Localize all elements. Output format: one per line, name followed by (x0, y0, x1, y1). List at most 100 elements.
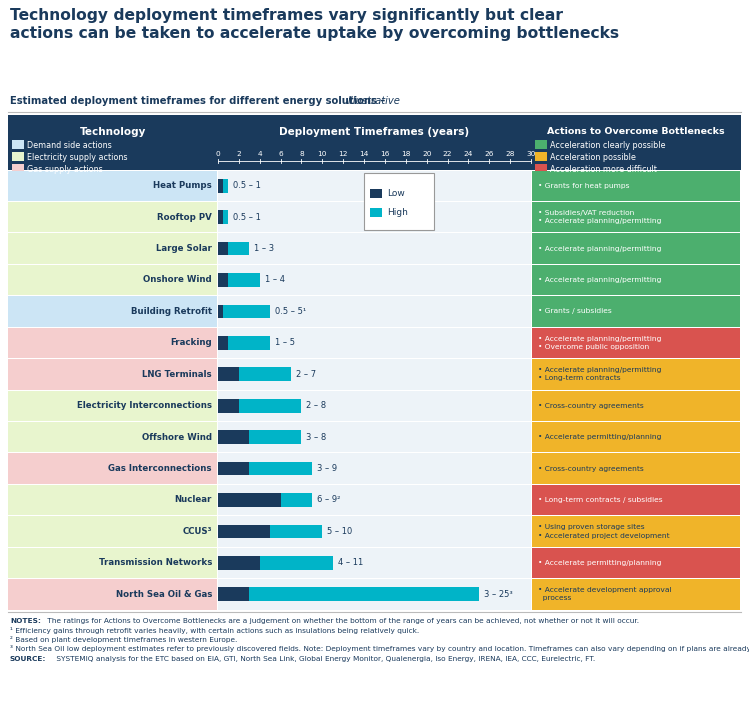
Text: Fracking: Fracking (170, 338, 212, 347)
Bar (218, 548, 531, 578)
Text: 6 – 9²: 6 – 9² (317, 495, 340, 505)
Text: Onshore Wind: Onshore Wind (143, 276, 212, 284)
Text: 0.5 – 5¹: 0.5 – 5¹ (275, 307, 306, 316)
Text: High: High (387, 208, 408, 217)
Bar (8, 202, 217, 233)
Bar (12, 140, 24, 149)
Bar (370, 208, 382, 217)
Bar (239, 367, 291, 381)
Text: 10: 10 (318, 151, 327, 157)
Text: 12: 12 (339, 151, 348, 157)
Text: Building Retrofit: Building Retrofit (131, 307, 212, 316)
Bar (218, 431, 249, 444)
Text: Actions to Overcome Bottlenecks: Actions to Overcome Bottlenecks (548, 127, 725, 136)
Text: 22: 22 (443, 151, 452, 157)
Bar (12, 164, 24, 173)
Text: 20: 20 (422, 151, 431, 157)
Bar (8, 115, 741, 170)
Text: 14: 14 (360, 151, 369, 157)
Text: • Accelerate planning/permitting
• Long-term contracts: • Accelerate planning/permitting • Long-… (538, 367, 661, 382)
Text: ¹ Efficiency gains through retrofit varies heavily, with certain actions such as: ¹ Efficiency gains through retrofit vari… (10, 627, 419, 634)
Text: Acceleration clearly possible: Acceleration clearly possible (550, 140, 666, 150)
Bar (8, 359, 217, 390)
Bar (532, 485, 740, 516)
Text: SYSTEMIQ analysis for the ETC based on EIA, GTI, North Sea Link, Global Energy M: SYSTEMIQ analysis for the ETC based on E… (54, 656, 595, 662)
Bar (532, 390, 740, 421)
Bar (8, 328, 217, 358)
Bar (218, 305, 223, 318)
Text: • Long-term contracts / subsidies: • Long-term contracts / subsidies (538, 497, 663, 503)
Bar (228, 242, 249, 256)
Text: North Sea Oil & Gas: North Sea Oil & Gas (115, 590, 212, 599)
Bar (532, 359, 740, 390)
Text: 16: 16 (380, 151, 389, 157)
Text: 1 – 3: 1 – 3 (255, 244, 274, 253)
Text: 24: 24 (464, 151, 473, 157)
Text: • Grants / subsidies: • Grants / subsidies (538, 308, 612, 315)
Bar (270, 524, 322, 539)
Bar (218, 485, 531, 516)
Bar (218, 171, 531, 201)
Text: 6: 6 (279, 151, 283, 157)
Bar (239, 399, 301, 413)
Bar (218, 359, 531, 390)
Text: Low: Low (387, 189, 404, 198)
Bar (532, 454, 740, 484)
Bar (218, 579, 531, 610)
Bar (218, 233, 531, 264)
Text: 0: 0 (216, 151, 220, 157)
Bar (8, 296, 217, 327)
Bar (218, 210, 223, 224)
Text: • Cross-country agreements: • Cross-country agreements (538, 402, 643, 409)
Text: • Accelerate permitting/planning: • Accelerate permitting/planning (538, 560, 661, 566)
Text: Large Solar: Large Solar (156, 244, 212, 253)
Bar (532, 516, 740, 546)
Text: 2: 2 (237, 151, 241, 157)
Bar (249, 462, 312, 475)
Text: SOURCE:: SOURCE: (10, 656, 46, 662)
Text: Estimated deployment timeframes for different energy solutions –: Estimated deployment timeframes for diff… (10, 96, 389, 106)
Bar (281, 493, 312, 507)
Text: • Accelerate permitting/planning: • Accelerate permitting/planning (538, 434, 661, 440)
Bar (223, 305, 270, 318)
Text: Offshore Wind: Offshore Wind (142, 433, 212, 441)
Text: 3 – 9: 3 – 9 (317, 464, 337, 473)
Bar (532, 579, 740, 610)
Bar (532, 548, 740, 578)
Text: 2 – 7: 2 – 7 (296, 370, 316, 379)
Text: 1 – 5: 1 – 5 (275, 338, 295, 347)
Bar (532, 328, 740, 358)
Text: 3 – 25³: 3 – 25³ (484, 590, 512, 599)
Bar (8, 233, 217, 264)
Text: NOTES:: NOTES: (10, 618, 41, 624)
Text: • Accelerate planning/permitting: • Accelerate planning/permitting (538, 277, 661, 283)
Bar (218, 179, 223, 193)
Bar (370, 189, 382, 198)
Bar (532, 233, 740, 264)
Bar (218, 202, 531, 233)
Text: Illustrative: Illustrative (348, 96, 401, 106)
Text: Nuclear: Nuclear (175, 495, 212, 505)
Bar (8, 265, 217, 295)
Text: The ratings for Actions to Overcome Bottlenecks are a judgement on whether the b: The ratings for Actions to Overcome Bott… (45, 618, 639, 624)
Bar (218, 422, 531, 452)
Text: • Accelerate planning/permitting: • Accelerate planning/permitting (538, 246, 661, 251)
Bar (218, 336, 228, 350)
Bar (218, 524, 270, 539)
Text: 18: 18 (401, 151, 410, 157)
Bar (535, 164, 547, 173)
Text: • Using proven storage sites
• Accelerated project development: • Using proven storage sites • Accelerat… (538, 524, 670, 539)
Text: • Grants for heat pumps: • Grants for heat pumps (538, 183, 629, 189)
Text: Electricity supply actions: Electricity supply actions (27, 153, 127, 161)
Bar (8, 579, 217, 610)
Text: LNG Terminals: LNG Terminals (142, 370, 212, 379)
Bar (228, 273, 260, 287)
Bar (535, 140, 547, 149)
Bar (218, 462, 249, 475)
Text: Heat Pumps: Heat Pumps (154, 181, 212, 190)
Bar (532, 296, 740, 327)
Bar (218, 516, 531, 546)
Text: 4: 4 (258, 151, 262, 157)
Text: Technology deployment timeframes vary significantly but clear
actions can be tak: Technology deployment timeframes vary si… (10, 8, 619, 41)
Text: 4 – 11: 4 – 11 (338, 558, 363, 567)
